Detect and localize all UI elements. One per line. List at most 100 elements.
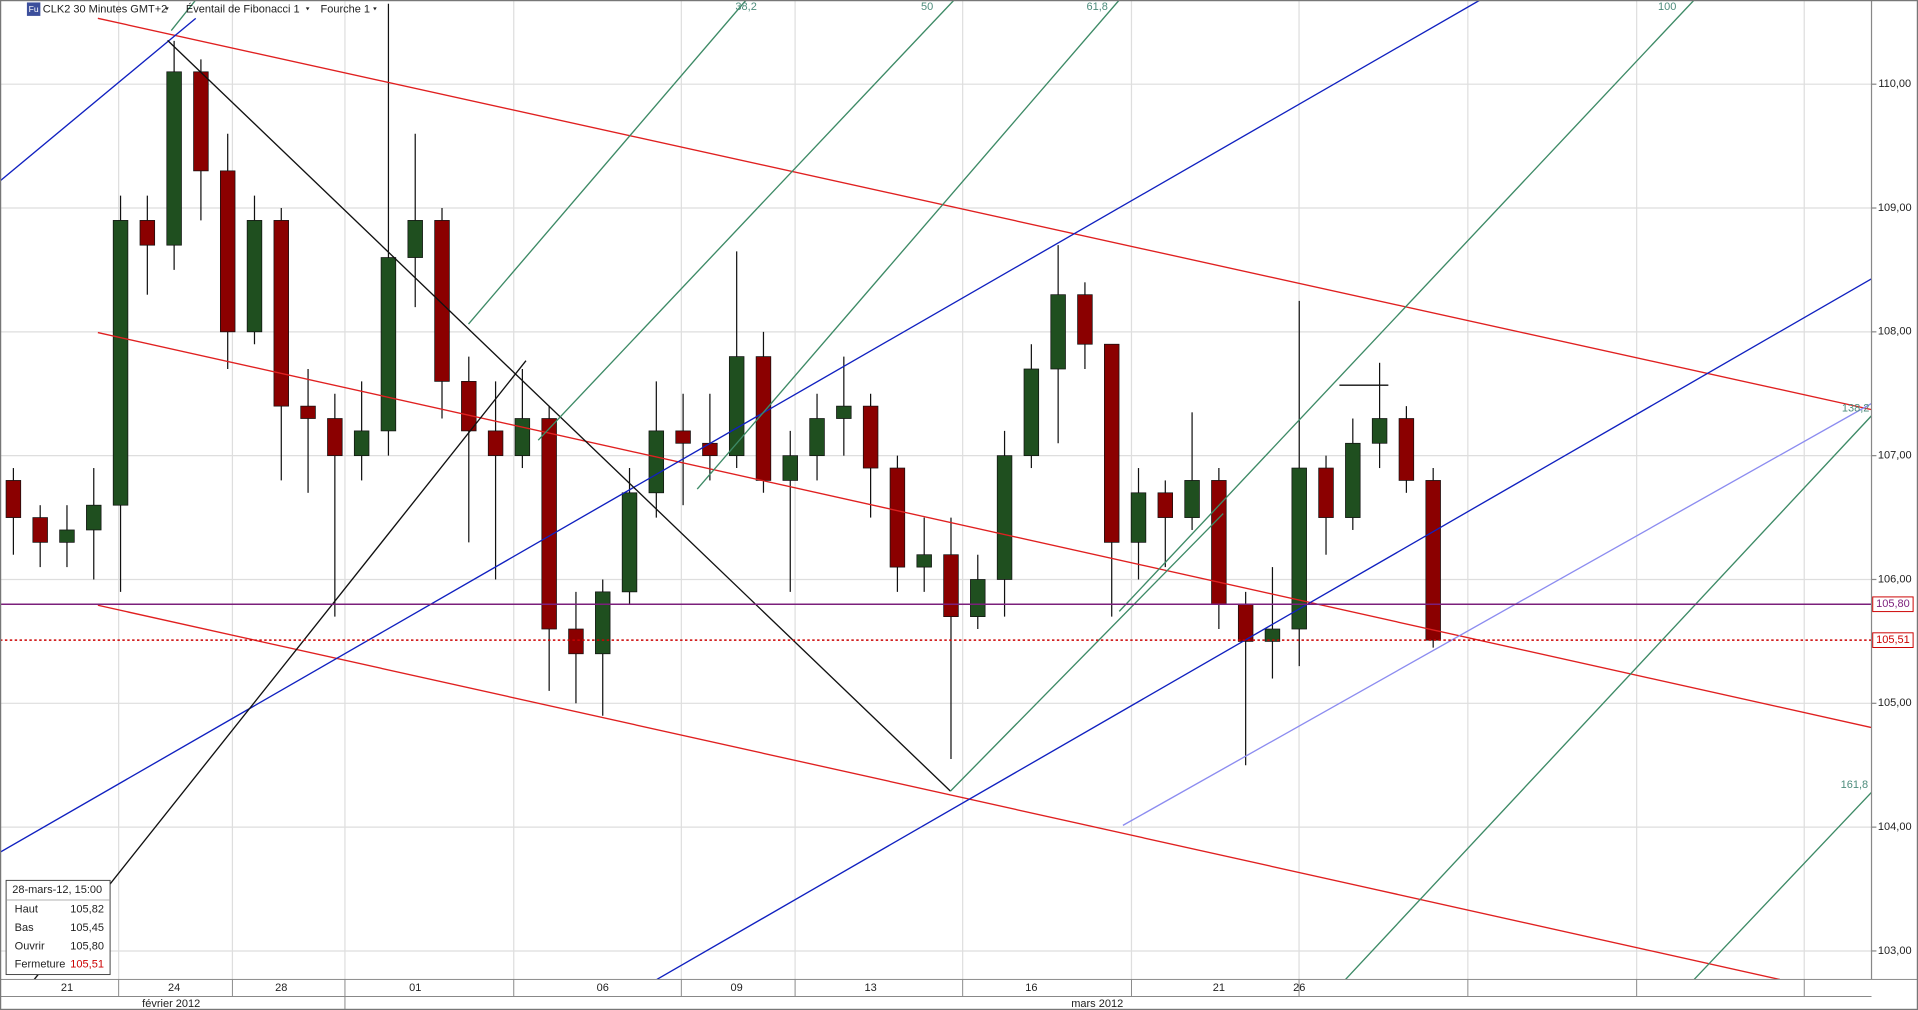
candle-body <box>1371 418 1388 444</box>
candle-body <box>782 455 798 481</box>
month-label: mars 2012 <box>1071 998 1123 1010</box>
candle-body <box>1291 467 1307 630</box>
candle-body <box>461 381 477 432</box>
info-value: 105,51 <box>70 959 104 971</box>
x-tick-label: 26 <box>1293 982 1305 994</box>
dropdown-arrow[interactable] <box>305 7 310 11</box>
x-tick-label: 01 <box>409 982 421 994</box>
pitchfork-handle <box>167 39 951 792</box>
horizontal-grid <box>0 83 1872 952</box>
candle-body <box>193 71 209 172</box>
candle-body <box>862 405 879 469</box>
candle-body <box>487 430 504 457</box>
candle-body <box>59 529 75 543</box>
candle-body <box>1425 480 1441 641</box>
x-tick-label: 09 <box>731 982 743 994</box>
pitchfork-line <box>97 331 1872 729</box>
x-tick-label: 06 <box>597 982 609 994</box>
pitchfork-line <box>97 604 1780 981</box>
tool-label[interactable]: Fourche 1 <box>320 4 370 16</box>
y-tick-label: 104,00 <box>1878 821 1912 833</box>
candle-body <box>836 405 852 419</box>
candle-body <box>219 170 236 333</box>
x-tick-label: 16 <box>1025 982 1037 994</box>
candle-body <box>1050 294 1066 370</box>
candle-body <box>86 504 102 531</box>
x-axis: 21 24 28 01 06 09 13 16 21 26 <box>61 982 1306 994</box>
candle-body <box>380 257 397 432</box>
candles <box>5 3 1441 766</box>
info-value: 105,82 <box>70 904 104 916</box>
trend-line <box>0 0 1481 853</box>
x-tick-label: 24 <box>168 982 180 994</box>
y-tick-label: 108,00 <box>1878 326 1912 338</box>
candle-body <box>32 517 48 543</box>
candle-body <box>1077 294 1093 345</box>
candle-body <box>1023 368 1040 457</box>
price-tag <box>1872 596 1914 613</box>
month-label: février 2012 <box>142 998 200 1010</box>
trend-line <box>0 17 197 182</box>
tool-label[interactable]: Éventail de Fibonacci 1 <box>186 3 300 16</box>
y-tick-label: 106,00 <box>1878 573 1912 585</box>
candle-body <box>246 220 263 333</box>
candle-body <box>353 430 370 457</box>
fib-label: 161,8 <box>1841 779 1869 791</box>
time-axis <box>0 978 1918 1010</box>
candle-body <box>1104 343 1120 543</box>
candle-body <box>916 554 932 568</box>
time-separators <box>118 979 1805 1010</box>
candle-body <box>5 480 22 518</box>
icon-text: Fu <box>29 4 39 14</box>
trend-line <box>1122 402 1872 826</box>
candle-body <box>568 628 584 655</box>
price-tag <box>1872 632 1914 648</box>
info-key: Ouvrir <box>15 940 45 952</box>
y-tick-label: 110,00 <box>1878 78 1911 90</box>
info-value: 105,45 <box>70 922 104 934</box>
y-tick-label: 109,00 <box>1878 202 1912 214</box>
candle-body <box>166 71 182 246</box>
candle-body <box>1157 492 1174 518</box>
candle-body <box>1264 628 1281 642</box>
candle-body <box>1318 467 1334 518</box>
dropdown-arrow[interactable] <box>373 7 377 11</box>
candle-body <box>514 418 531 457</box>
x-tick-label: 21 <box>61 982 73 994</box>
candle-body <box>1184 480 1200 518</box>
candle-body <box>595 591 611 655</box>
info-key: Bas <box>15 922 34 934</box>
candle-body <box>273 220 289 407</box>
candle-body <box>1130 492 1147 543</box>
x-tick-label: 21 <box>1213 982 1225 994</box>
price-axis <box>1871 0 1918 1010</box>
candle-body <box>809 418 825 457</box>
candle-body <box>889 467 906 568</box>
candle-body <box>943 554 959 617</box>
candle-body <box>970 579 986 617</box>
candle-body <box>112 220 129 506</box>
fib-label: 100 <box>1658 1 1676 13</box>
candle-body <box>1237 603 1254 642</box>
drawing-tools: 38,2 50 61,8 100 138,2 161,8 <box>0 0 1873 981</box>
trend-line <box>656 278 1872 981</box>
candle-body <box>996 455 1013 580</box>
price-tag-label: 105,51 <box>1876 634 1910 646</box>
dropdown-arrow[interactable] <box>165 7 169 11</box>
info-key: Haut <box>15 904 38 916</box>
info-value: 105,80 <box>70 940 104 952</box>
price-lines <box>0 603 1872 641</box>
candle-body <box>728 356 745 457</box>
y-tick-label: 103,00 <box>1878 945 1912 957</box>
instrument-icon[interactable] <box>26 2 41 16</box>
info-key: Fermeture <box>15 959 66 971</box>
pitchfork-line <box>97 17 1872 411</box>
instrument-label[interactable]: CLK2 30 Minutes GMT+2 <box>43 4 167 16</box>
y-axis: 103,00 104,00 105,00 106,00 107,00 108,00 109,… <box>1871 78 1912 957</box>
candle-body <box>541 418 557 630</box>
candle-body <box>621 492 638 593</box>
